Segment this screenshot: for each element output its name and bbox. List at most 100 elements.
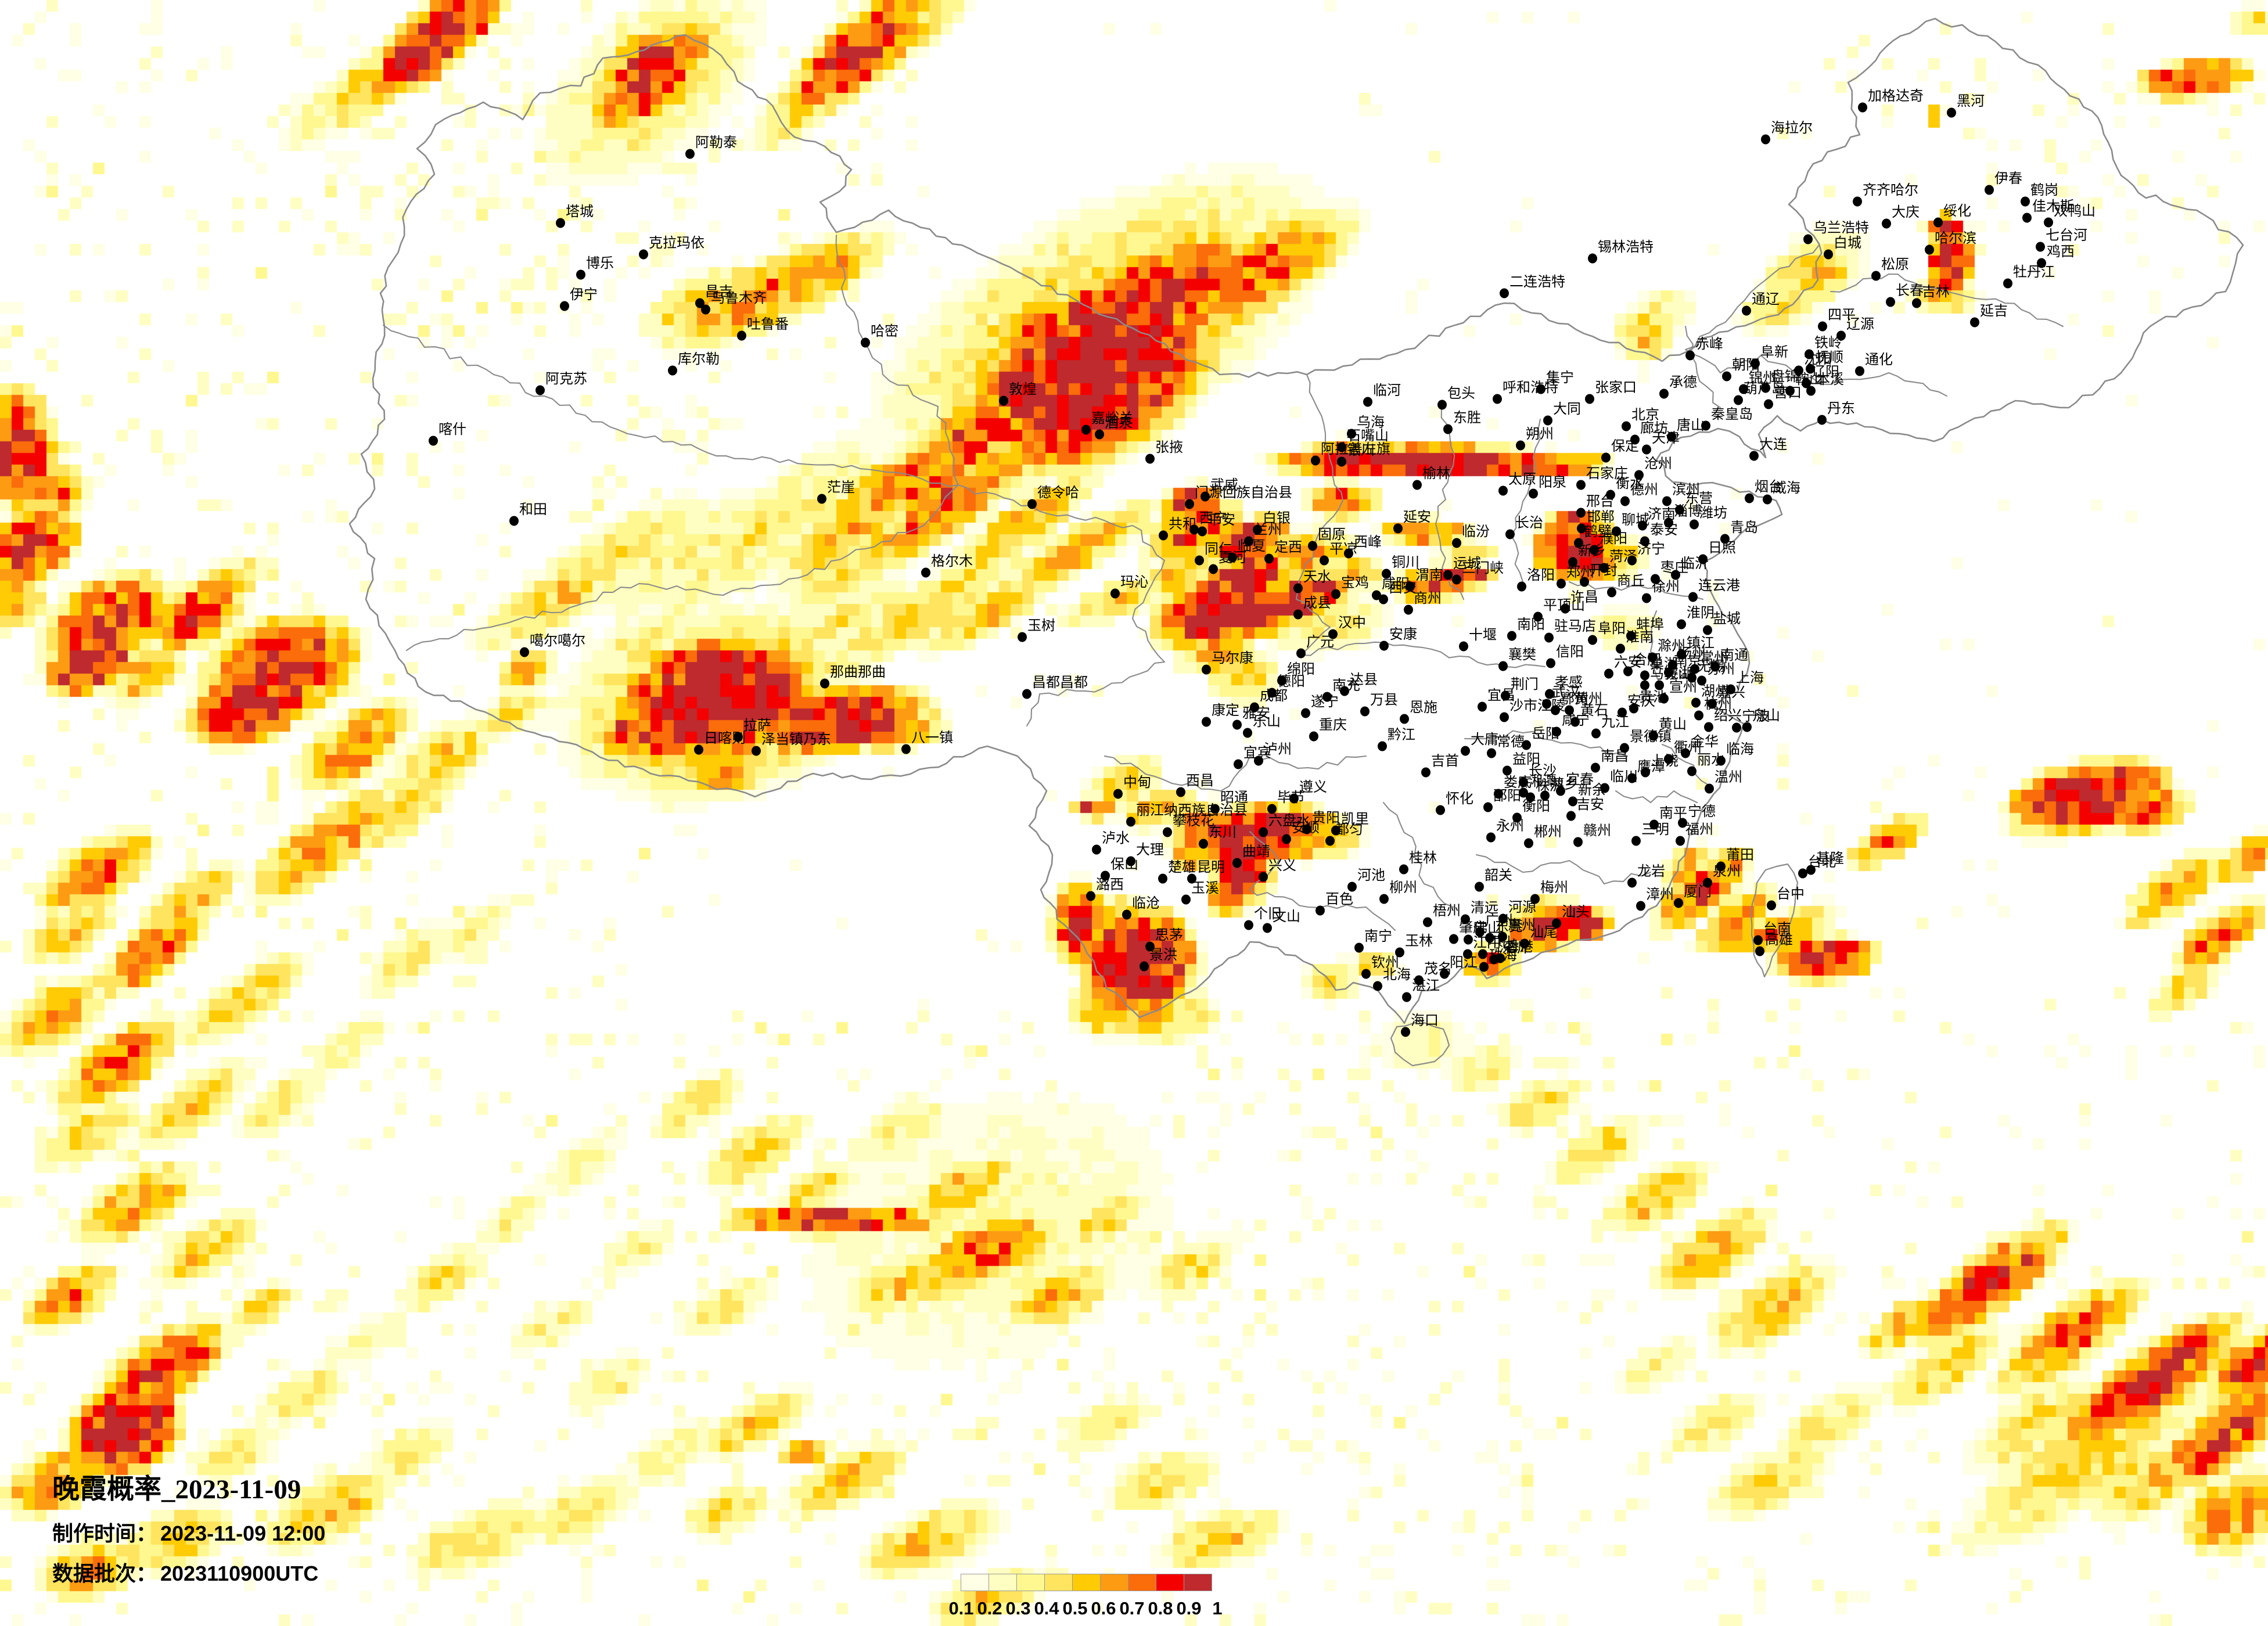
city-label: 泰安 — [1650, 523, 1678, 538]
city-dot-icon — [1742, 305, 1751, 316]
province-border — [1295, 373, 1344, 600]
city-dot-icon — [1671, 570, 1680, 580]
province-border — [1649, 610, 1663, 688]
city-dot-icon — [1687, 672, 1696, 683]
legend-swatch — [1044, 1574, 1073, 1591]
city-dot-icon — [1526, 792, 1535, 803]
city-label: 铜川 — [1392, 555, 1419, 570]
city-dot-icon — [1716, 861, 1726, 872]
city-label: 乌海 — [1357, 415, 1385, 430]
city-label: 玉树 — [1027, 618, 1055, 634]
city-label: 永州 — [1496, 819, 1524, 834]
city-label: 鸡西 — [2047, 244, 2075, 260]
city-dot-icon — [1703, 877, 1712, 888]
city-dot-icon — [1802, 378, 1811, 388]
city-dot-icon — [1675, 505, 1684, 515]
city-label: 舟山 — [1752, 708, 1780, 724]
city-dot-icon — [1626, 631, 1636, 641]
city-dot-icon — [1543, 415, 1552, 426]
city-dot-icon — [1588, 253, 1597, 264]
city-dot-icon — [1677, 649, 1686, 660]
map-title: 晚霞概率_2023-11-09 — [52, 1474, 301, 1505]
city-dot-icon — [685, 149, 695, 159]
city-dot-icon — [520, 647, 529, 657]
city-label: 海口 — [1411, 1013, 1439, 1028]
city-dot-icon — [1720, 534, 1730, 544]
city-label: 中甸 — [1123, 775, 1151, 790]
province-border — [1661, 743, 1710, 786]
city-label: 荆门 — [1511, 677, 1539, 692]
city-label: 大理 — [1136, 843, 1164, 858]
city-label: 阿勒泰 — [695, 135, 737, 150]
city-dot-icon — [1259, 827, 1268, 837]
city-label: 大庸 — [1471, 732, 1498, 747]
city-label: 景洪 — [1149, 948, 1177, 963]
city-dot-icon — [1674, 898, 1683, 908]
city-dot-icon — [1824, 249, 1833, 260]
city-label: 龙岩 — [1637, 864, 1665, 879]
city-dot-icon — [1618, 707, 1627, 718]
city-dot-icon — [1616, 643, 1625, 654]
city-dot-icon — [1461, 746, 1470, 756]
legend-swatch — [1128, 1574, 1156, 1591]
city-label: 赣州 — [1583, 823, 1611, 839]
city-label: 绥化 — [1943, 204, 1971, 219]
city-label: 蚌埠 — [1636, 617, 1664, 632]
city-label: 嘉峪关 — [1091, 411, 1133, 426]
city-dot-icon — [1244, 536, 1253, 546]
city-label: 梅州 — [1540, 880, 1568, 895]
city-dot-icon — [1302, 824, 1311, 834]
city-label: 商丘 — [1617, 574, 1645, 589]
city-label: 敦煌 — [1009, 382, 1037, 397]
city-dot-icon — [1516, 440, 1525, 451]
city-label: 上海 — [1736, 671, 1764, 686]
city-label: 郴州 — [1534, 825, 1562, 840]
city-label: 拉萨 — [743, 718, 771, 733]
city-dot-icon — [1763, 494, 1772, 505]
city-label: 韶关 — [1485, 868, 1512, 883]
city-dot-icon — [1443, 424, 1453, 434]
city-label: 日喀则 — [704, 731, 746, 746]
city-dot-icon — [1337, 456, 1346, 467]
city-dot-icon — [1496, 953, 1505, 963]
city-dot-icon — [1600, 783, 1609, 793]
city-dot-icon — [1761, 134, 1770, 145]
city-dot-icon — [1519, 777, 1528, 787]
city-dot-icon — [1698, 554, 1708, 564]
city-dot-icon — [1095, 429, 1104, 440]
city-dot-icon — [1798, 868, 1807, 879]
city-label: 临夏 — [1238, 539, 1266, 554]
city-dot-icon — [1399, 864, 1408, 875]
city-dot-icon — [1253, 524, 1262, 535]
city-label: 万县 — [1370, 693, 1398, 708]
city-label: 延吉 — [1980, 304, 2008, 319]
city-dot-icon — [1627, 555, 1637, 566]
city-dot-icon — [1379, 594, 1388, 605]
city-label: 北京 — [1631, 408, 1659, 423]
city-dot-icon — [694, 744, 703, 755]
city-label: 高雄 — [1765, 933, 1793, 948]
city-label: 中山 — [1488, 936, 1516, 951]
city-dot-icon — [1533, 611, 1543, 622]
city-label: 郑州 — [1566, 565, 1594, 580]
city-dot-icon — [1540, 790, 1550, 801]
city-label: 益阳 — [1512, 752, 1540, 767]
city-label: 济宁 — [1637, 542, 1665, 557]
city-dot-icon — [1277, 675, 1286, 686]
city-dot-icon — [1561, 603, 1570, 614]
city-label: 湘潭 — [1529, 774, 1557, 789]
city-dot-icon — [1739, 384, 1748, 394]
city-dot-icon — [1855, 366, 1864, 376]
city-label: 芜湖 — [1665, 667, 1692, 682]
city-dot-icon — [1912, 298, 1921, 308]
city-label: 塔城 — [566, 204, 594, 220]
city-dot-icon — [1501, 690, 1510, 701]
city-dot-icon — [1542, 699, 1551, 709]
city-dot-icon — [1630, 434, 1640, 445]
city-dot-icon — [1607, 587, 1616, 598]
city-label: 淄博 — [1674, 504, 1702, 519]
hainan-island-outline — [1390, 1020, 1450, 1067]
city-dot-icon — [1751, 358, 1760, 369]
city-label: 九江 — [1601, 715, 1629, 730]
data-batch-row: 数据批次： 2023110900UTC — [52, 1562, 325, 1586]
